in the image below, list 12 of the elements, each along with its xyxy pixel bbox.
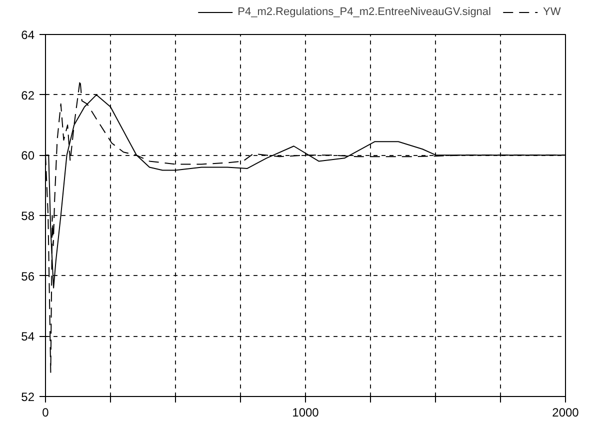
y-tick-label: 56 [21,269,35,284]
y-tick-label: 62 [21,88,35,102]
y-tick-label: 52 [21,390,35,404]
y-tick-label: 60 [21,148,35,163]
x-tick-label: 2000 [552,406,580,420]
y-tick-label: 64 [21,28,35,42]
x-tick-label: 1000 [292,406,320,420]
legend-label: P4_m2.Regulations_P4_m2.EntreeNiveauGV.signal [238,6,491,18]
legend-label: YW [543,6,562,18]
x-tick-label: 0 [42,406,50,420]
y-tick-label: 58 [21,209,35,223]
y-tick-label: 54 [21,330,35,344]
